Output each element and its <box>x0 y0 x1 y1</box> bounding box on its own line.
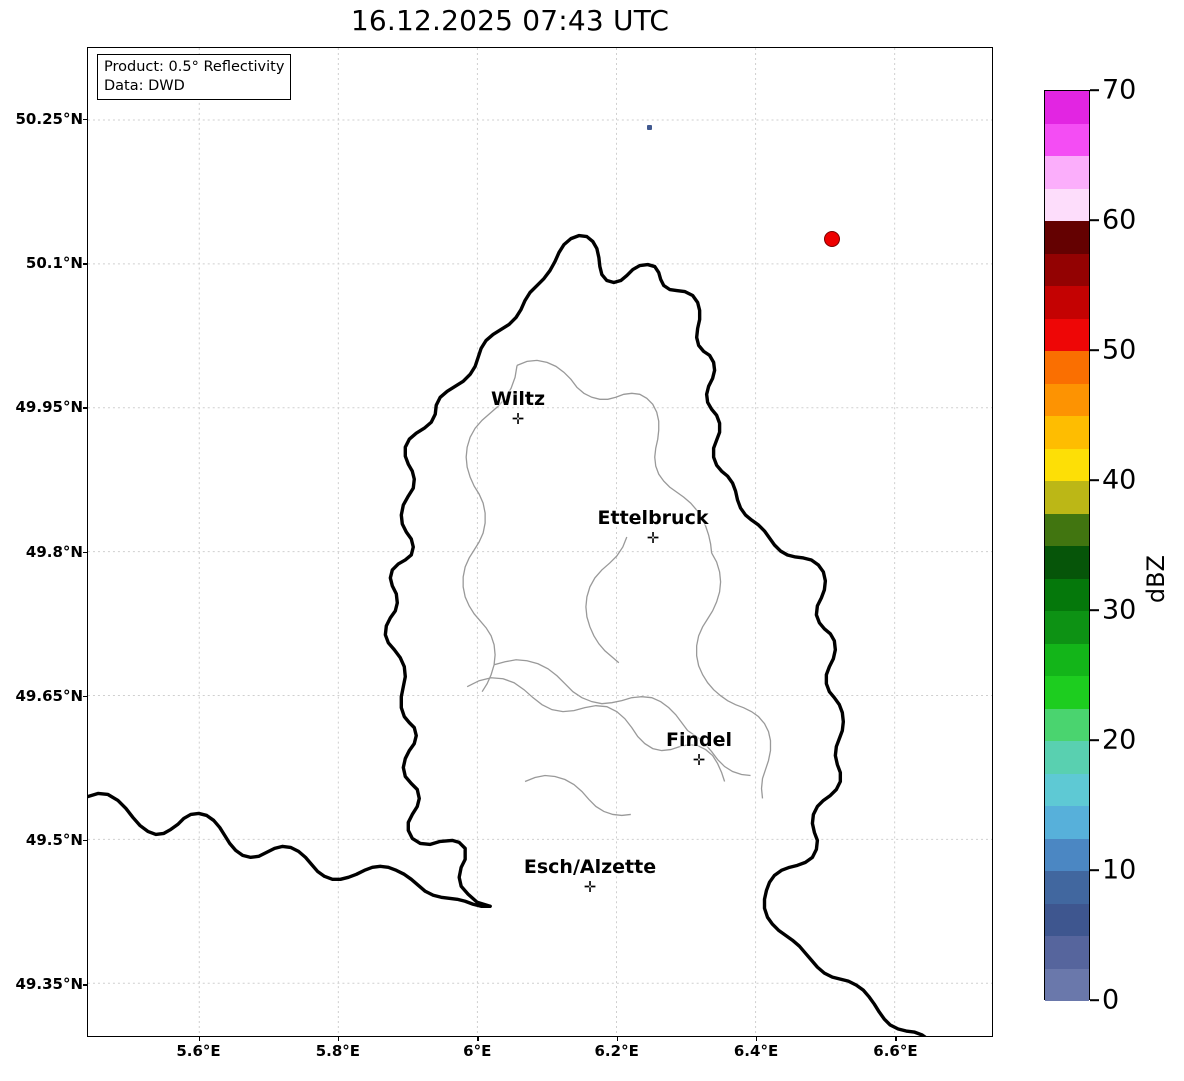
y-tick-label: 50.1°N <box>25 254 83 273</box>
colorbar-band-25-27.5 <box>1045 643 1089 676</box>
colorbar-band-5-7.5 <box>1045 903 1089 936</box>
city-name: Esch/Alzette <box>523 856 657 878</box>
city-label-esch-alzette: Esch/Alzette ✛ <box>523 856 657 896</box>
x-tick-label: 6.6°E <box>873 1042 918 1060</box>
x-tick-label: 6.4°E <box>733 1042 779 1060</box>
colorbar-band-37.5-40 <box>1045 481 1089 514</box>
colorbar-band-22.5-25 <box>1045 676 1089 709</box>
info-data-line: Data: DWD <box>104 77 185 94</box>
radar-map-plot[interactable]: Wiltz ✛ Ettelbruck ✛ Findel ✛ Esch/Alzette ✛ Pr… <box>87 47 993 1037</box>
colorbar-tick-mark <box>1090 609 1099 611</box>
colorbar-band-2.5-5 <box>1045 936 1089 969</box>
x-tick-label: 6°E <box>463 1042 492 1060</box>
product-info-box: Product: 0.5° Reflectivity Data: DWD <box>97 54 292 101</box>
colorbar-band-20-22.5 <box>1045 708 1089 741</box>
colorbar-tick-label: 70 <box>1102 74 1137 106</box>
colorbar-band-45-47.5 <box>1045 383 1089 416</box>
x-tick-mark <box>337 1037 340 1041</box>
city-marker-icon: ✛ <box>511 410 525 428</box>
colorbar-band-40-42.5 <box>1045 448 1089 481</box>
y-tick-mark <box>83 119 87 121</box>
colorbar-tick-mark <box>1090 869 1099 871</box>
colorbar-band-7.5-10 <box>1045 871 1089 904</box>
map-boundaries <box>88 233 927 1036</box>
y-tick-mark <box>83 551 87 553</box>
echo-red <box>824 231 840 247</box>
info-product-line: Product: 0.5° Reflectivity <box>104 59 285 75</box>
colorbar-tick-label: 20 <box>1102 724 1137 756</box>
y-tick-mark <box>83 407 87 409</box>
colorbar-band-15-17.5 <box>1045 773 1089 806</box>
y-tick-mark <box>83 839 87 842</box>
x-tick-mark <box>756 1037 758 1041</box>
city-marker-icon: ✛ <box>646 529 660 547</box>
colorbar-tick-label: 40 <box>1102 464 1137 496</box>
colorbar-band-10-12.5 <box>1045 838 1089 871</box>
y-tick-label: 49.35°N <box>15 975 84 994</box>
country-border-west <box>88 791 492 908</box>
city-name: Ettelbruck <box>597 507 709 529</box>
city-label-wiltz: Wiltz ✛ <box>490 388 546 428</box>
colorbar-band-17.5-20 <box>1045 741 1089 774</box>
colorbar-band-0-2.5 <box>1045 968 1089 1001</box>
colorbar-tick-label: 50 <box>1102 334 1137 366</box>
city-label-ettelbruck: Ettelbruck ✛ <box>597 507 709 547</box>
radar-echo-layer <box>88 48 992 1036</box>
y-tick-label: 49.95°N <box>15 398 84 417</box>
x-tick-mark <box>198 1037 200 1041</box>
y-tick-label: 49.5°N <box>25 830 83 849</box>
colorbar-band-47.5-50 <box>1045 351 1089 384</box>
y-tick-label: 50.25°N <box>15 110 84 129</box>
x-tick-label: 6.2°E <box>594 1042 639 1060</box>
page-title: 16.12.2025 07:43 UTC <box>350 4 670 37</box>
colorbar-tick-label: 60 <box>1102 204 1137 236</box>
x-tick-label: 5.6°E <box>176 1042 221 1060</box>
colorbar-band-50-52.5 <box>1045 318 1089 351</box>
colorbar-band-60-62.5 <box>1045 188 1089 221</box>
colorbar-band-12.5-15 <box>1045 806 1089 839</box>
echo-blue <box>646 124 652 130</box>
colorbar-band-52.5-55 <box>1045 286 1089 319</box>
colorbar-band-30-32.5 <box>1045 578 1089 611</box>
colorbar-tick-label: 10 <box>1102 854 1137 886</box>
y-tick-label: 49.65°N <box>15 686 84 705</box>
colorbar[interactable] <box>1044 90 1090 1001</box>
colorbar-band-55-57.5 <box>1045 253 1089 286</box>
colorbar-tick-mark <box>1090 349 1099 351</box>
city-label-findel: Findel ✛ <box>665 729 733 769</box>
canton-borders <box>516 359 713 554</box>
colorbar-band-65-67.5 <box>1045 123 1089 156</box>
grid-lines <box>88 48 992 1036</box>
colorbar-tick-label: 0 <box>1102 984 1120 1016</box>
y-tick-mark <box>83 695 87 698</box>
colorbar-band-67.5-70 <box>1045 91 1089 124</box>
x-tick-label: 5.8°E <box>315 1042 361 1060</box>
colorbar-band-42.5-45 <box>1045 416 1089 449</box>
y-tick-mark <box>83 984 87 986</box>
canton-borders-south <box>462 365 772 817</box>
x-tick-mark <box>895 1037 897 1041</box>
country-border-luxembourg <box>383 233 927 1036</box>
colorbar-title: dBZ <box>1142 555 1170 604</box>
colorbar-tick-mark <box>1090 479 1099 481</box>
colorbar-band-27.5-30 <box>1045 611 1089 644</box>
colorbar-band-35-37.5 <box>1045 513 1089 546</box>
colorbar-band-32.5-35 <box>1045 546 1089 579</box>
y-tick-label: 49.8°N <box>25 542 83 561</box>
colorbar-band-57.5-60 <box>1045 221 1089 254</box>
x-tick-mark <box>477 1037 479 1041</box>
colorbar-tick-label: 30 <box>1102 594 1137 626</box>
colorbar-band-62.5-65 <box>1045 156 1089 189</box>
city-label-layer: Wiltz ✛ Ettelbruck ✛ Findel ✛ Esch/Alzette ✛ <box>88 48 992 1036</box>
city-marker-icon: ✛ <box>583 878 597 896</box>
city-marker-icon: ✛ <box>692 751 706 769</box>
colorbar-tick-mark <box>1090 739 1099 741</box>
colorbar-tick-mark <box>1090 219 1099 221</box>
colorbar-tick-mark <box>1090 999 1099 1001</box>
x-tick-mark <box>616 1037 619 1041</box>
y-tick-mark <box>83 263 87 265</box>
colorbar-tick-mark <box>1090 89 1099 91</box>
city-name: Wiltz <box>490 388 546 410</box>
city-name: Findel <box>665 729 733 751</box>
